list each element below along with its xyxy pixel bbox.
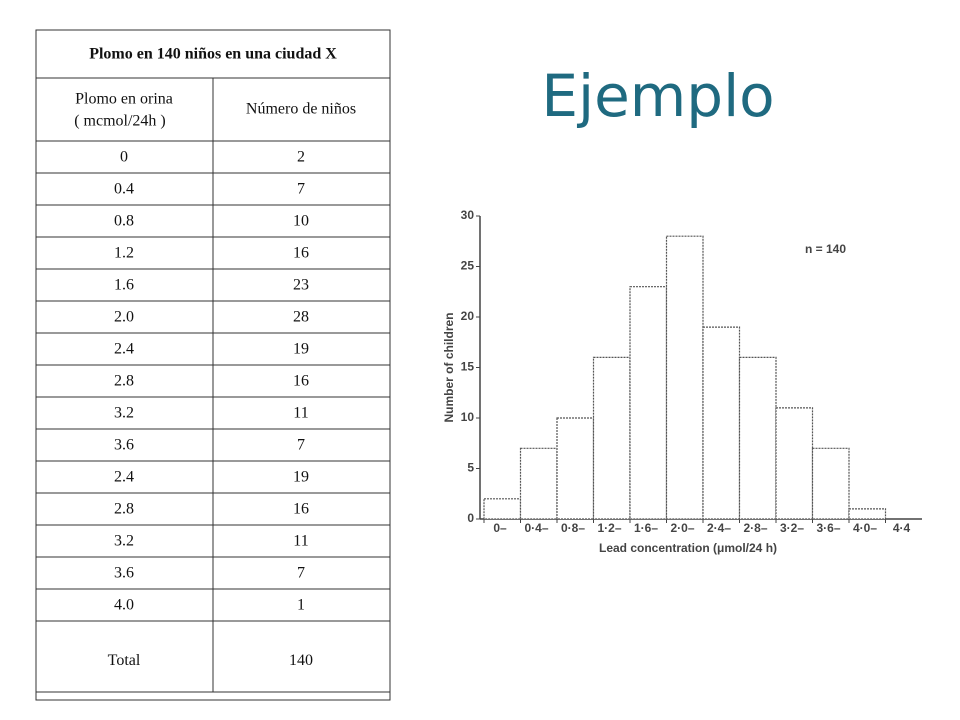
- table-cell: 7: [297, 565, 305, 582]
- table-cell: 2.0: [114, 309, 134, 326]
- bar: [811, 447, 850, 520]
- table-cell: 2.4: [114, 341, 134, 358]
- x-tick-label: 1·6–: [634, 521, 658, 535]
- table-cell: 7: [297, 437, 305, 454]
- table-cell: 1: [297, 597, 305, 614]
- table-cell: 2: [297, 149, 305, 166]
- y-axis-label: Number of children: [442, 312, 456, 422]
- x-tick-label: 4·4: [893, 521, 911, 535]
- table-cell: 0.4: [114, 181, 134, 198]
- x-tick-label: 3·6–: [816, 521, 840, 535]
- table-cell: 4.0: [114, 597, 134, 614]
- table-cell: 11: [293, 405, 308, 422]
- table-cell: 2.4: [114, 469, 134, 486]
- table-cell: 16: [293, 245, 309, 262]
- x-tick-label: 2·8–: [743, 521, 767, 535]
- table-cell: 7: [297, 181, 305, 198]
- bar: [629, 286, 668, 520]
- bar: [702, 326, 741, 520]
- table-cell: 1.6: [114, 277, 134, 294]
- x-tick-label: 0–: [493, 521, 507, 535]
- bar: [848, 508, 887, 520]
- bar: [483, 498, 522, 520]
- table-cell: Total: [108, 652, 141, 669]
- table-cell: 3.2: [114, 533, 134, 550]
- x-tick-label: 2·0–: [670, 521, 694, 535]
- x-tick-label: 1·2–: [597, 521, 621, 535]
- table-cell: 2.8: [114, 501, 134, 518]
- header-cell: Número de niños: [246, 101, 356, 118]
- table-cell: 140: [289, 652, 313, 669]
- table-cell: 28: [293, 309, 309, 326]
- table-cell: 10: [293, 213, 309, 230]
- bar: [592, 356, 631, 520]
- table-cell: 11: [293, 533, 308, 550]
- table-cell: 3.6: [114, 437, 134, 454]
- table-cell: 19: [293, 469, 309, 486]
- table-cell: 2.8: [114, 373, 134, 390]
- annotation: n = 140: [805, 242, 846, 256]
- bar: [519, 447, 558, 520]
- x-tick-label: 4·0–: [853, 521, 877, 535]
- y-tick-label: 20: [461, 309, 475, 323]
- table-cell: 3.2: [114, 405, 134, 422]
- x-tick-label: 2·4–: [707, 521, 731, 535]
- bar: [738, 356, 777, 520]
- x-tick-label: 0·8–: [561, 521, 585, 535]
- header-cell: Plomo en orina: [75, 91, 173, 108]
- y-tick-label: 0: [467, 511, 474, 525]
- y-tick-label: 15: [461, 360, 475, 374]
- slide-title: Ejemplo: [541, 62, 774, 130]
- y-tick-label: 5: [467, 461, 474, 475]
- x-tick-label: 0·4–: [524, 521, 548, 535]
- y-tick-label: 30: [461, 208, 475, 222]
- table-cell: 16: [293, 501, 309, 518]
- x-axis-label: Lead concentration (μmol/24 h): [599, 541, 777, 555]
- table-cell: 3.6: [114, 565, 134, 582]
- bar: [665, 235, 704, 520]
- table-cell: 0: [120, 149, 128, 166]
- table-cell: 16: [293, 373, 309, 390]
- table-cell: 1.2: [114, 245, 134, 262]
- bar: [775, 407, 814, 520]
- table-cell: 0.8: [114, 213, 134, 230]
- header-cell: ( mcmol/24h ): [74, 113, 166, 130]
- table-cell: 23: [293, 277, 309, 294]
- x-tick-label: 3·2–: [780, 521, 804, 535]
- bar: [556, 417, 595, 520]
- y-tick-label: 10: [461, 410, 475, 424]
- table-cell: 19: [293, 341, 309, 358]
- y-tick-label: 25: [461, 259, 475, 273]
- table-title: Plomo en 140 niños en una ciudad X: [89, 46, 337, 63]
